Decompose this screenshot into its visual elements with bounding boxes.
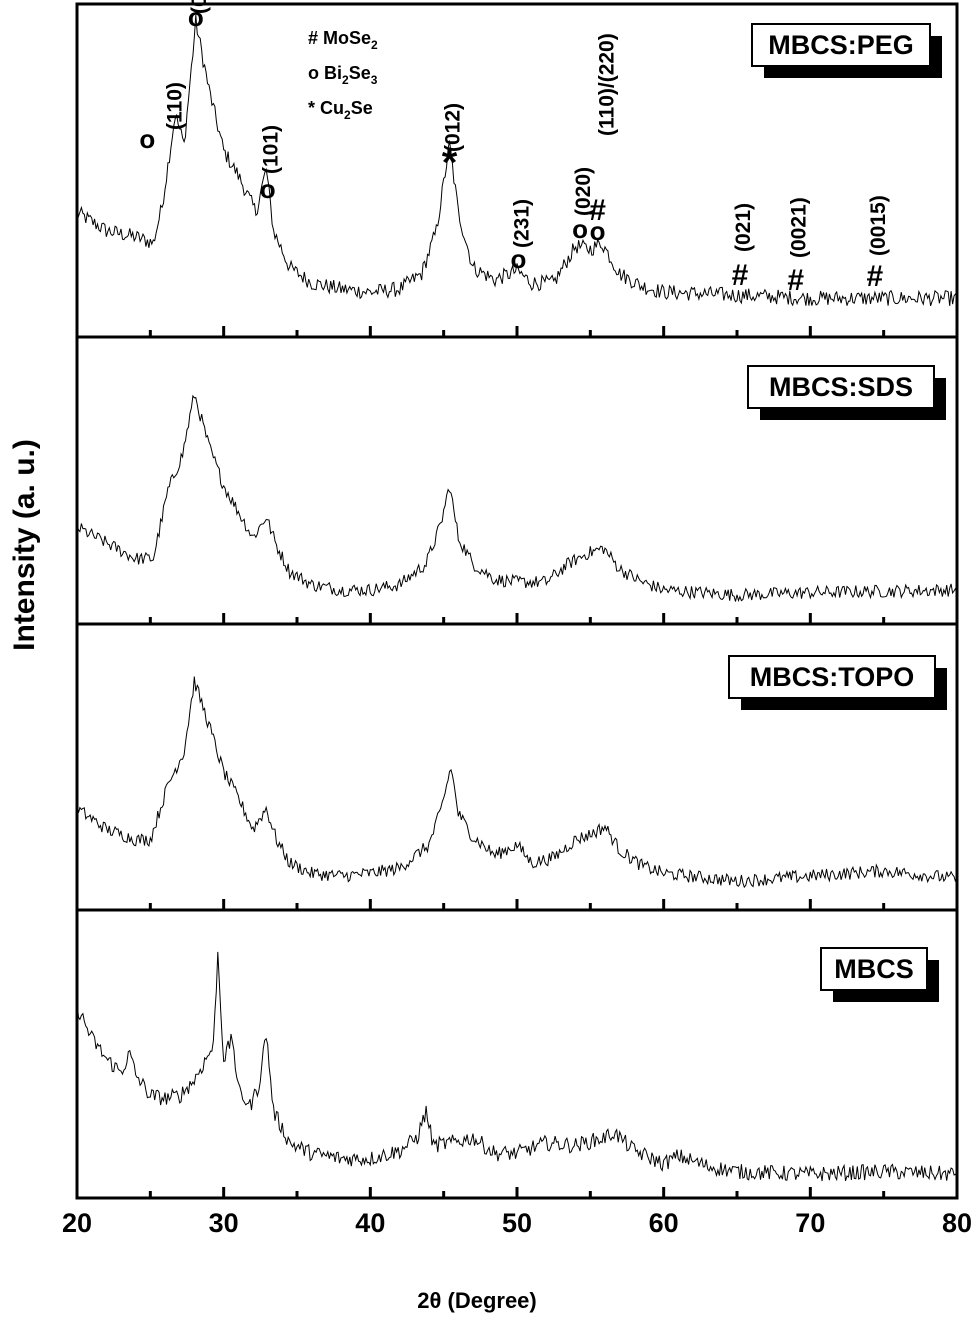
peak-annotation: o(101) bbox=[260, 125, 283, 204]
y-axis-label: Intensity (a. u.) bbox=[8, 439, 41, 651]
annotation-symbol: # bbox=[787, 264, 804, 297]
peak-annotation: o(020) bbox=[572, 167, 595, 244]
annotation-label: (110)/(220) bbox=[596, 33, 619, 136]
panel-labels: MBCS:PEG MBCS:SDS MBCS:TOPO MBCS bbox=[728, 23, 947, 1002]
x-axis-label: 2θ (Degree) bbox=[417, 1288, 537, 1313]
trace-mbcs bbox=[76, 951, 958, 1182]
annotation-symbol: o bbox=[188, 2, 204, 32]
x-tick-label: 30 bbox=[209, 1208, 239, 1238]
annotation-symbol: o bbox=[139, 124, 155, 154]
legend-entry: * Cu2Se bbox=[308, 98, 373, 122]
panel-label-text: MBCS:SDS bbox=[769, 372, 913, 402]
annotation-symbol: # bbox=[589, 194, 606, 227]
panel-label-text: MBCS:TOPO bbox=[750, 662, 915, 692]
annotation-symbol: # bbox=[867, 260, 884, 293]
peak-annotation: # (021) bbox=[732, 203, 755, 292]
peak-annotation: o(231) bbox=[510, 199, 533, 274]
annotation-symbol: o bbox=[260, 174, 276, 204]
label-box bbox=[820, 947, 928, 991]
annotation-symbol: o bbox=[590, 216, 606, 246]
trace-mbcs-sds bbox=[76, 394, 958, 603]
annotation-label: (231) bbox=[510, 199, 533, 248]
trace-mbcs-topo bbox=[76, 676, 958, 889]
panel-label-mbcs-topo: MBCS:TOPO bbox=[728, 655, 947, 710]
legend-entry: # MoSe2 bbox=[308, 28, 378, 52]
annotation-label: (110) bbox=[163, 82, 186, 130]
peak-annotation: o(006)/(104) bbox=[188, 0, 211, 32]
x-axis-ticks: 20 30 40 50 60 70 80 bbox=[62, 326, 972, 1238]
peak-annotations: o(110)o(006)/(104)o(101)*(012)o(231)o(02… bbox=[139, 0, 890, 297]
x-tick-label: 60 bbox=[649, 1208, 679, 1238]
x-tick-label: 40 bbox=[355, 1208, 385, 1238]
annotation-symbol: o bbox=[572, 214, 588, 244]
peak-annotation: # (0021) bbox=[787, 197, 810, 297]
x-tick-label: 80 bbox=[942, 1208, 972, 1238]
annotation-label: (020) bbox=[572, 167, 595, 216]
label-box bbox=[751, 23, 931, 67]
legend-entry: o Bi2Se3 bbox=[308, 63, 378, 87]
label-box bbox=[728, 655, 936, 699]
annotation-label: (012) bbox=[442, 103, 465, 152]
panel-label-mbcs: MBCS bbox=[820, 947, 939, 1002]
annotation-label: (006)/(104) bbox=[188, 0, 211, 14]
peak-annotation: o (110) bbox=[139, 82, 186, 154]
xrd-traces bbox=[76, 14, 958, 1182]
panel-label-mbcs-sds: MBCS:SDS bbox=[747, 365, 946, 420]
peak-annotation: #o (110)/(220) bbox=[589, 33, 618, 246]
annotation-label: (0015) bbox=[867, 195, 890, 256]
annotation-symbol: * bbox=[442, 141, 458, 185]
x-tick-label: 50 bbox=[502, 1208, 532, 1238]
annotation-label: (021) bbox=[732, 203, 755, 252]
panel-label-mbcs-peg: MBCS:PEG bbox=[751, 23, 942, 78]
annotation-label: (0021) bbox=[788, 197, 811, 258]
panel-label-text: MBCS bbox=[834, 954, 914, 984]
panel-label-text: MBCS:PEG bbox=[768, 30, 914, 60]
annotation-label: (101) bbox=[260, 125, 283, 174]
peak-annotation: *(012) bbox=[442, 103, 465, 185]
annotation-symbol: # bbox=[732, 259, 749, 292]
plot-border bbox=[75, 2, 959, 1200]
x-tick-label: 20 bbox=[62, 1208, 92, 1238]
plot-frame bbox=[75, 2, 959, 1200]
trace-mbcs-peg bbox=[76, 14, 958, 307]
peak-annotation: # (0015) bbox=[867, 195, 890, 293]
annotation-symbol: o bbox=[511, 244, 527, 274]
label-box bbox=[747, 365, 935, 409]
x-tick-label: 70 bbox=[795, 1208, 825, 1238]
phase-legend: # MoSe2 o Bi2Se3 * Cu2Se bbox=[308, 28, 378, 122]
